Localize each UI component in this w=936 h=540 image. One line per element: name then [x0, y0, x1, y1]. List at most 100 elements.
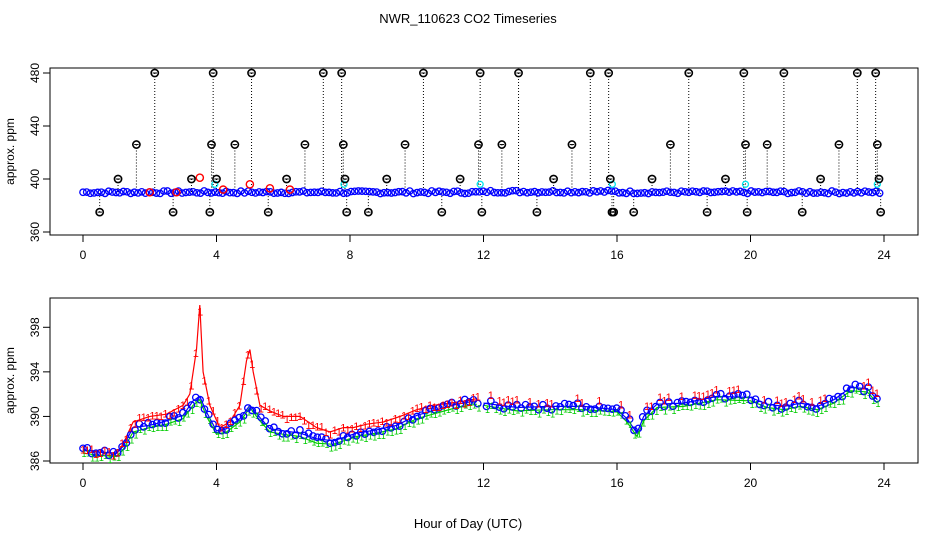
bottom-low-point	[339, 431, 348, 440]
top-baseline-point	[806, 187, 814, 196]
bottom-low-point	[612, 404, 621, 412]
top-baseline-point	[460, 189, 469, 198]
bottom-low-point	[734, 390, 743, 398]
top-baseline-point	[747, 187, 756, 195]
bottom-low-point	[326, 439, 335, 448]
bottom-high-marker: 1	[362, 420, 368, 432]
top-baseline-point	[813, 189, 822, 197]
bottom-high-marker: 1	[345, 425, 351, 437]
bottom-mid-marker: 1	[550, 409, 555, 419]
bottom-high-marker: 1	[414, 403, 420, 415]
top-baseline-point	[721, 187, 730, 196]
bottom-high-marker: 1	[371, 418, 377, 430]
top-baseline-point	[615, 189, 623, 197]
bottom-low-point	[287, 427, 296, 435]
bottom-high-marker: 1	[293, 412, 299, 424]
top-flag-point	[187, 174, 196, 184]
top-baseline-point	[611, 187, 620, 196]
top-baseline-point	[273, 189, 282, 197]
top-baseline-point	[534, 188, 543, 197]
bottom-high-marker: 1	[201, 376, 207, 388]
top-baseline-point	[336, 187, 344, 196]
top-baseline-point	[578, 187, 587, 196]
bottom-low-point	[144, 418, 152, 427]
bottom-high-marker: 1	[791, 394, 797, 406]
top-baseline-point	[725, 188, 733, 196]
bottom-mid-marker: 1	[333, 442, 338, 452]
bottom-low-point	[443, 400, 452, 409]
bottom-mid-marker: 1	[633, 430, 638, 440]
top-baseline-point	[325, 188, 333, 197]
bottom-low-point	[504, 401, 513, 409]
top-baseline-point	[277, 188, 286, 197]
top-flag-point	[874, 174, 884, 184]
bottom-high-marker: 1	[327, 430, 333, 442]
bottom-high-marker: 1	[210, 405, 216, 417]
bottom-high-marker: 1	[275, 408, 281, 420]
bottom-low-point	[821, 399, 829, 408]
bottom-mid-marker: 1	[780, 409, 785, 419]
top-flag-point	[113, 174, 123, 184]
top-baseline-point	[567, 188, 576, 197]
bottom-high-marker: 1	[227, 416, 233, 428]
bottom-high-marker: 1	[431, 402, 437, 414]
bottom-low-point	[664, 398, 673, 406]
bottom-high-marker: 1	[388, 417, 394, 429]
top-baseline-point	[211, 188, 220, 196]
bottom-mid-marker: 1	[676, 403, 681, 413]
bottom-low-point	[330, 438, 339, 447]
bottom-high-marker: 1	[579, 397, 585, 409]
bottom-mid-marker: 1	[264, 422, 269, 432]
top-flag-point	[95, 207, 105, 217]
top-flag-point	[816, 174, 825, 184]
top-red-point	[172, 187, 181, 197]
top-baseline-point	[776, 187, 785, 196]
bottom-mid-marker: 1	[524, 406, 529, 416]
bottom-mid-marker: 1	[715, 395, 720, 405]
top-baseline-point	[644, 189, 653, 198]
bottom-x-tick-label: 24	[877, 476, 891, 490]
top-baseline-point	[402, 189, 410, 197]
bottom-mid-marker: 1	[433, 410, 438, 420]
top-baseline-point	[486, 186, 495, 195]
bottom-low-point	[686, 398, 695, 407]
bottom-low-point	[482, 402, 491, 411]
bottom-mid-marker: 1	[832, 400, 837, 410]
bottom-low-point	[586, 405, 595, 414]
bottom-low-point	[382, 422, 391, 431]
bottom-mid-marker: 1	[446, 405, 451, 415]
top-baseline-point	[861, 187, 869, 196]
top-baseline-point	[780, 187, 789, 196]
bottom-high-marker: 1	[197, 307, 203, 319]
bottom-mid-marker: 1	[541, 405, 546, 415]
bottom-low-point	[456, 399, 465, 408]
bottom-high-marker: 1	[679, 391, 685, 403]
bottom-high-marker: 1	[514, 395, 520, 407]
bottom-high-marker: 1	[618, 399, 624, 411]
top-baseline-point	[332, 189, 341, 197]
top-cyan-point	[873, 180, 881, 188]
bottom-high-marker: 1	[119, 438, 125, 450]
top-flag-point	[363, 207, 373, 217]
bottom-mid-marker: 1	[186, 409, 191, 419]
bottom-low-point	[413, 412, 421, 421]
top-baseline-point	[314, 188, 322, 197]
bottom-mid-marker: 1	[437, 409, 442, 419]
bottom-mid-marker: 1	[190, 406, 195, 416]
bottom-low-point	[521, 400, 530, 409]
bottom-high-marker: 1	[240, 376, 246, 388]
top-flag-point	[629, 207, 639, 217]
bottom-low-point	[417, 411, 426, 420]
top-baseline-point	[773, 188, 781, 197]
bottom-high-marker: 1	[783, 396, 789, 408]
bottom-mid-marker: 1	[750, 400, 755, 410]
bottom-low-point	[92, 449, 100, 458]
bottom-low-point	[300, 431, 309, 440]
bottom-low-point	[469, 395, 478, 404]
bottom-mid-marker: 1	[602, 408, 607, 418]
bottom-low-point	[204, 410, 213, 419]
top-x-tick-label: 24	[877, 248, 891, 262]
bottom-low-point	[769, 403, 777, 412]
bottom-low-point	[855, 382, 864, 391]
